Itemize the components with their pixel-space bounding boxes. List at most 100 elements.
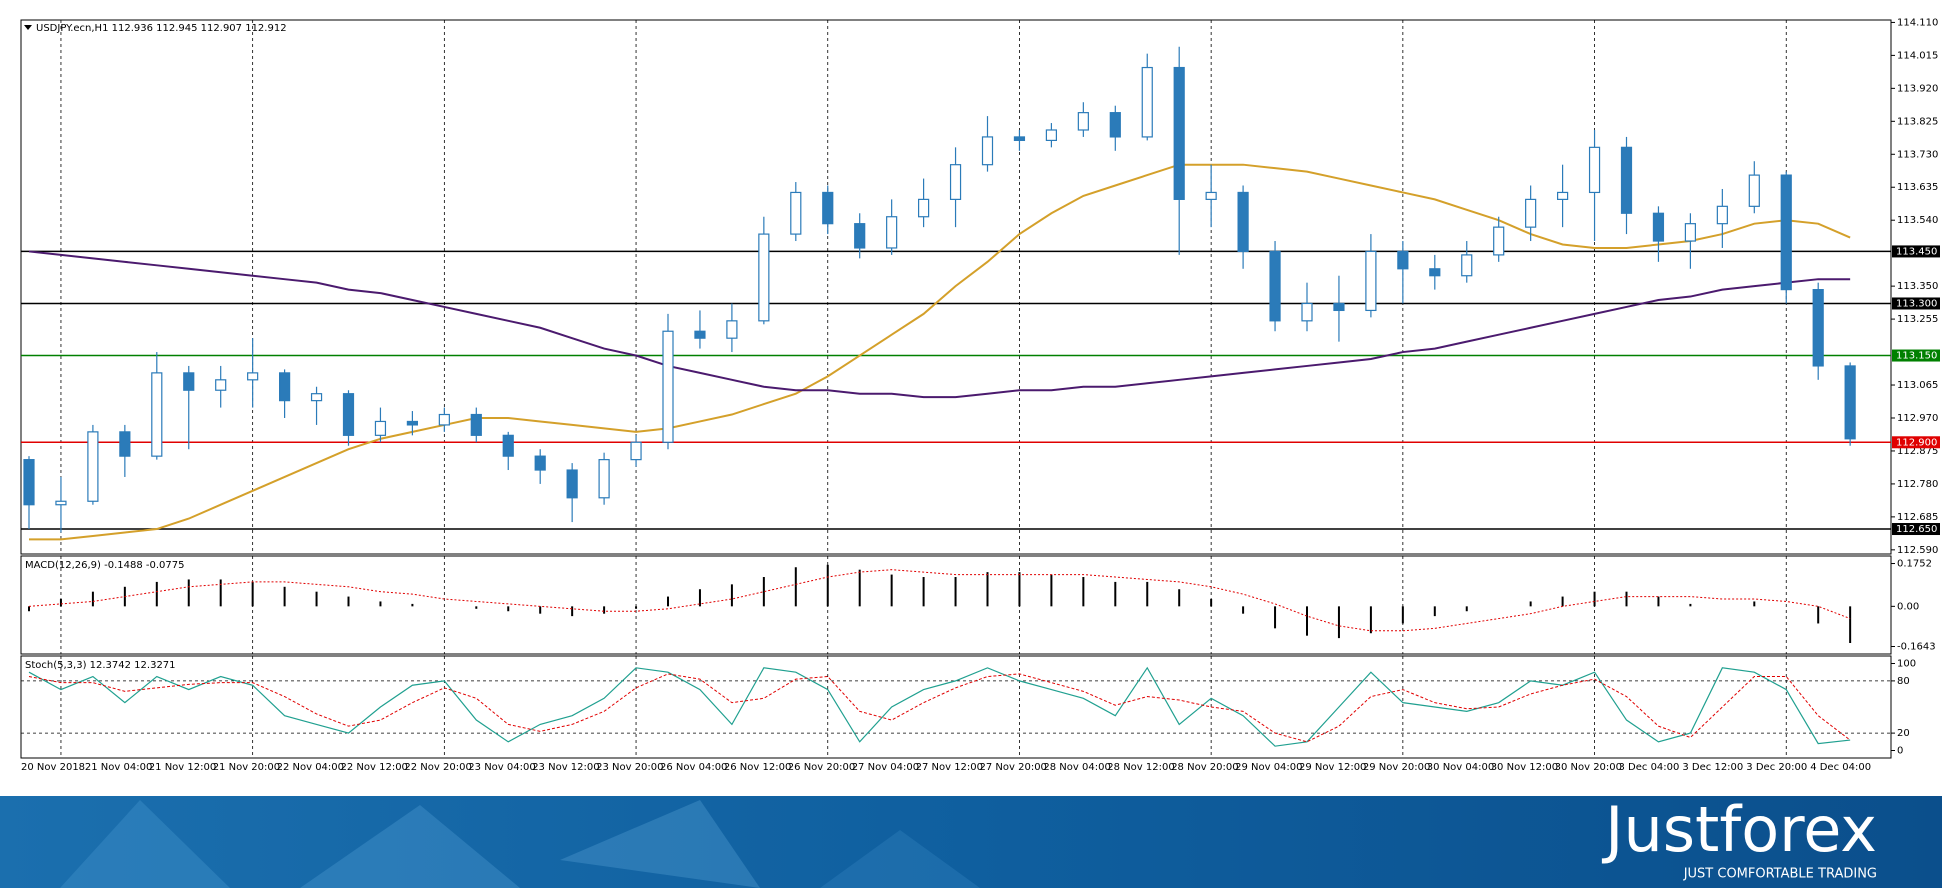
x-tick-label: 21 Nov 12:00 [149,762,216,773]
y-tick-label: 112.590 [1897,545,1938,556]
level-label: 112.900 [1896,437,1937,448]
candle-body [1141,66,1153,138]
x-tick-label: 30 Nov 12:00 [1491,762,1558,773]
level-tag [1892,349,1940,362]
y-tick-label: 113.730 [1897,149,1938,160]
candle-body [1173,66,1185,200]
candle-body [406,420,418,426]
candle-body [949,164,962,200]
candle-body [1269,250,1281,322]
y-tick-label: 113.350 [1897,281,1938,292]
candle-body [1812,289,1824,367]
candle-body [1493,226,1505,256]
candle-body [1109,112,1121,138]
candle-body [726,320,738,339]
x-tick-label: 22 Nov 04:00 [277,762,344,773]
stoch-signal [28,673,1851,743]
x-tick-label: 22 Nov 12:00 [341,762,408,773]
candle-body [1525,198,1537,228]
candle-body [55,500,67,506]
x-tick-label: 20 Nov 2018 [21,762,85,773]
level-label: 113.300 [1896,298,1937,309]
level-tag [1892,523,1940,536]
y-tick-label: 113.065 [1897,380,1938,391]
candle-body [662,330,674,443]
y-tick-label: 112.685 [1897,512,1938,523]
candle-body [183,372,195,391]
candle-body [1077,112,1089,131]
indicator-title: MACD(12,26,9) -0.1488 -0.0775 [25,560,185,571]
candle-body [981,136,994,166]
x-tick-label: 4 Dec 04:00 [1810,762,1871,773]
candle-body [1205,191,1217,200]
x-tick-label: 28 Nov 20:00 [1171,762,1238,773]
menu-triangle[interactable] [24,25,32,30]
candle-body [151,372,163,457]
x-tick-label: 27 Nov 20:00 [980,762,1047,773]
y-tick-label: 113.540 [1897,215,1938,226]
macd-signal [28,569,1851,632]
x-tick-label: 29 Nov 04:00 [1235,762,1302,773]
candle-body [374,420,387,436]
x-tick-label: 26 Nov 12:00 [724,762,791,773]
y-tick-label: -0.1643 [1897,641,1936,652]
banner-shape [820,830,980,888]
x-tick-label: 3 Dec 20:00 [1746,762,1807,773]
banner-bg [0,796,1942,888]
y-tick-label: 112.780 [1897,479,1938,490]
candle-body [694,330,706,339]
banner-shape [560,800,760,888]
panel-frame [20,555,1892,655]
candle-body [1780,174,1792,291]
x-tick-label: 23 Nov 12:00 [532,762,599,773]
candle-body [534,455,546,471]
banner: Justforex JUST COMFORTABLE TRADING [0,793,1942,888]
y-tick-label: 113.825 [1897,116,1938,127]
chart-header: USDJPY.ecn,H1 112.936 112.945 112.907 11… [36,23,287,34]
level-tag [1892,245,1940,258]
candle-body [1301,302,1313,322]
x-tick-label: 28 Nov 12:00 [1107,762,1174,773]
candle-body [342,393,355,436]
candle-body [1397,250,1409,270]
y-tick-label: 80 [1897,676,1910,687]
y-tick-label: 114.015 [1897,50,1938,61]
x-tick-label: 30 Nov 04:00 [1427,762,1494,773]
candle-body [1844,365,1856,440]
panel-frame [20,655,1892,759]
x-tick-label: 27 Nov 12:00 [916,762,983,773]
x-tick-label: 28 Nov 04:00 [1043,762,1110,773]
y-tick-label: 112.875 [1897,446,1938,457]
x-tick-label: 3 Dec 04:00 [1619,762,1680,773]
y-tick-label: 100 [1897,658,1916,669]
candle-body [917,198,930,218]
stoch-main [28,666,1851,747]
candle-body [886,216,898,249]
y-tick-label: 20 [1897,728,1910,739]
y-tick-label: 114.110 [1897,17,1938,28]
x-tick-label: 27 Nov 04:00 [852,762,919,773]
banner-shape [300,805,520,888]
candle-body [215,379,227,391]
candle-body [1652,212,1665,242]
brand-logo: Justforex [1601,793,1877,866]
candle-body [822,191,834,225]
level-label: 113.450 [1896,246,1937,257]
x-tick-label: 21 Nov 04:00 [85,762,152,773]
candle-body [1684,223,1697,242]
candle-body [1333,302,1345,312]
y-tick-label: 113.255 [1897,314,1938,325]
candle-body [23,459,35,506]
level-label: 113.150 [1896,351,1937,362]
y-tick-label: 113.920 [1897,83,1938,94]
y-tick-label: 113.635 [1897,182,1938,193]
y-tick-label: 0 [1897,746,1903,757]
candle-body [1461,254,1473,277]
candle-body [310,393,323,402]
y-tick-label: 112.970 [1897,413,1938,424]
candle-body [1556,191,1569,200]
panel-frame [20,19,1892,555]
indicator-title: Stoch(5,3,3) 12.3742 12.3271 [25,660,176,671]
candle-body [1013,136,1026,142]
